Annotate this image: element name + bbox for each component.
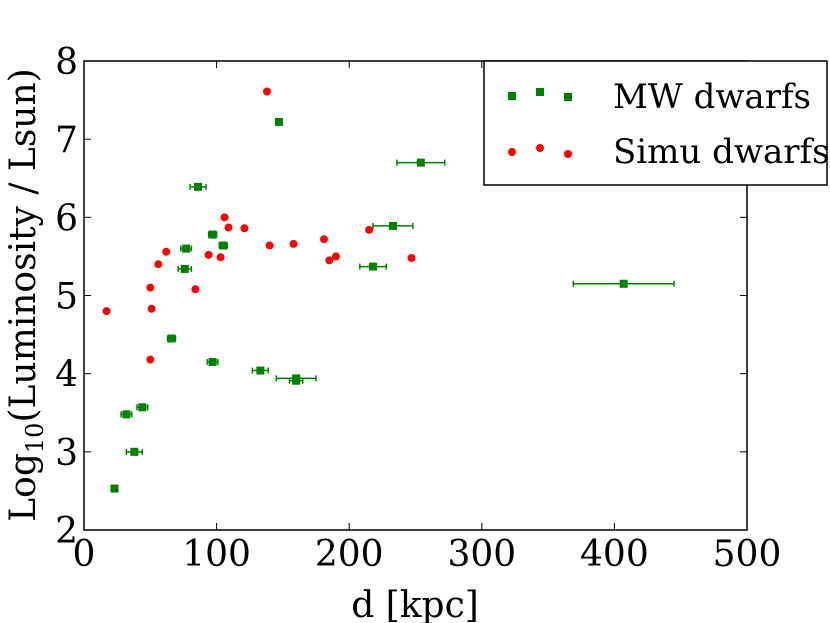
mw-dwarf-point	[369, 262, 378, 271]
x-tick-label: 400	[580, 534, 649, 575]
legend-mw-marker	[508, 92, 516, 100]
y-axis-label-rest: (Luminosity / Lsun)	[3, 68, 44, 422]
y-tick-labels: 2 3 4 5 6 7 8	[55, 42, 78, 552]
y-tick-label: 8	[55, 42, 78, 83]
y-tick-label: 2	[55, 511, 78, 552]
y-tick-label: 4	[55, 355, 78, 396]
legend: MW dwarfs Simu dwarfs	[483, 60, 830, 186]
x-tick-labels: 0 100 200 300 400 500	[73, 534, 782, 575]
legend-mw-marker	[536, 88, 544, 96]
mw-dwarf-point	[182, 244, 191, 253]
mw-dwarf-point	[130, 447, 139, 456]
mw-dwarf-point	[219, 241, 228, 250]
plot-frame	[83, 60, 748, 531]
simu-dwarf-point	[365, 225, 374, 234]
simu-dwarf-point	[240, 224, 249, 233]
mw-dwarf-point	[416, 158, 425, 167]
simu-dwarf-point	[262, 87, 271, 96]
y-tick-label: 7	[55, 120, 78, 161]
simu-dwarf-point	[220, 213, 229, 222]
mw-dwarf-point	[138, 403, 147, 412]
simu-dwarf-point	[320, 235, 329, 244]
mw-dwarf-point	[180, 264, 189, 273]
simu-dwarf-point	[154, 260, 163, 269]
y-axis-label: Log10(Luminosity / Lsun)	[3, 68, 49, 521]
mw-dwarf-point	[388, 221, 397, 230]
legend-mw-markers	[508, 88, 572, 101]
mw-dwarf-point	[256, 366, 265, 375]
mw-dwarf-point	[122, 410, 131, 419]
legend-simu-label: Simu dwarfs	[613, 132, 830, 172]
simu-dwarf-point	[191, 285, 200, 294]
simu-dwarf-point	[265, 241, 274, 250]
x-tick-label: 300	[447, 534, 516, 575]
mw-dwarf-point	[619, 279, 628, 288]
mw-dwarfs-series	[110, 117, 675, 493]
legend-mw-marker	[564, 93, 572, 101]
simu-dwarf-point	[216, 253, 225, 262]
mw-dwarf-point	[110, 484, 119, 493]
simu-dwarf-point	[289, 239, 298, 248]
simu-dwarf-point	[325, 256, 334, 265]
x-tick-label: 500	[713, 534, 782, 575]
simu-dwarf-point	[331, 252, 340, 261]
simu-dwarf-point	[147, 304, 156, 313]
simu-dwarf-point	[224, 223, 233, 232]
legend-simu-markers	[508, 144, 572, 158]
y-axis-label-base: Log	[3, 453, 44, 522]
legend-box	[483, 60, 828, 186]
legend-simu-marker	[564, 150, 572, 158]
simu-dwarf-point	[102, 307, 111, 316]
mw-dwarf-point	[208, 230, 217, 239]
simu-dwarfs-series	[102, 87, 416, 364]
mw-dwarf-point	[274, 117, 283, 126]
legend-simu-marker	[536, 144, 544, 152]
y-tick-label: 5	[55, 277, 78, 318]
x-tick-label: 100	[182, 534, 251, 575]
mw-dwarf-point	[194, 182, 203, 191]
x-axis-label: d [kpc]	[351, 585, 479, 623]
simu-dwarf-point	[204, 250, 213, 259]
y-tick-label: 3	[55, 433, 78, 474]
y-axis-label-subscript: 10	[21, 423, 49, 454]
x-tick-label: 200	[315, 534, 384, 575]
mw-dwarf-point	[167, 334, 176, 343]
x-tick-label: 0	[73, 534, 96, 575]
legend-mw-label: MW dwarfs	[613, 77, 811, 117]
y-tick-label: 6	[55, 198, 78, 239]
mw-dwarf-point	[208, 357, 217, 366]
simu-dwarf-point	[407, 253, 416, 262]
simu-dwarf-point	[146, 283, 155, 292]
mw-dwarf-point	[292, 376, 301, 385]
simu-dwarf-point	[146, 355, 155, 364]
legend-simu-marker	[508, 148, 516, 156]
data-points	[102, 87, 675, 493]
simu-dwarf-point	[162, 247, 171, 256]
